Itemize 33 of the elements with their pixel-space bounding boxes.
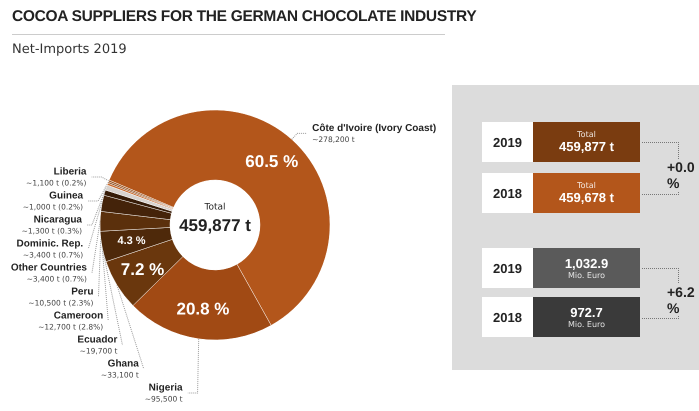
text: 459,877 t	[559, 139, 614, 154]
slice-label: Other Countries	[10, 262, 88, 274]
text: Mio. Euro	[568, 271, 606, 280]
text: Total	[203, 202, 226, 212]
text: +6.2 %	[666, 284, 699, 316]
category-label: 2019	[482, 122, 533, 162]
text: 972.7	[570, 305, 603, 320]
slice-label: Côte d'Ivoire (Ivory Coast)	[312, 122, 436, 134]
chart-subtitle: Net-Imports 2019	[12, 42, 127, 57]
slice-label: Ecuador	[77, 334, 118, 346]
slice-label: Nicaragua	[34, 214, 82, 226]
text: 459,678 t	[559, 190, 614, 205]
slice-label: Dominic. Rep.	[16, 238, 84, 250]
text: Total	[577, 181, 596, 190]
text: 7.2 %	[120, 260, 164, 279]
category-label: 2018	[482, 173, 533, 213]
slice-label: Liberia	[54, 166, 87, 178]
text: 60.5 %	[245, 152, 298, 172]
text: +0.0 %	[666, 158, 699, 190]
text: 4.3 %	[117, 235, 146, 248]
slice-label: Cameroon	[54, 310, 104, 322]
text: 1,032.9	[564, 256, 608, 271]
chart-title: COCOA SUPPLIERS FOR THE GERMAN CHOCOLATE INDUSTRY	[12, 8, 476, 26]
text: Total	[577, 130, 596, 139]
text: 20.8 %	[176, 300, 230, 319]
category-label: 2019	[482, 248, 533, 288]
text: 459,877 t	[179, 216, 252, 235]
slice-label: Nigeria	[148, 382, 184, 394]
slice-label: Ghana	[108, 358, 140, 370]
text: Mio. Euro	[568, 320, 606, 329]
category-label: 2018	[482, 297, 533, 337]
slice-label: Peru	[71, 286, 94, 298]
slice-label: Guinea	[49, 190, 84, 202]
